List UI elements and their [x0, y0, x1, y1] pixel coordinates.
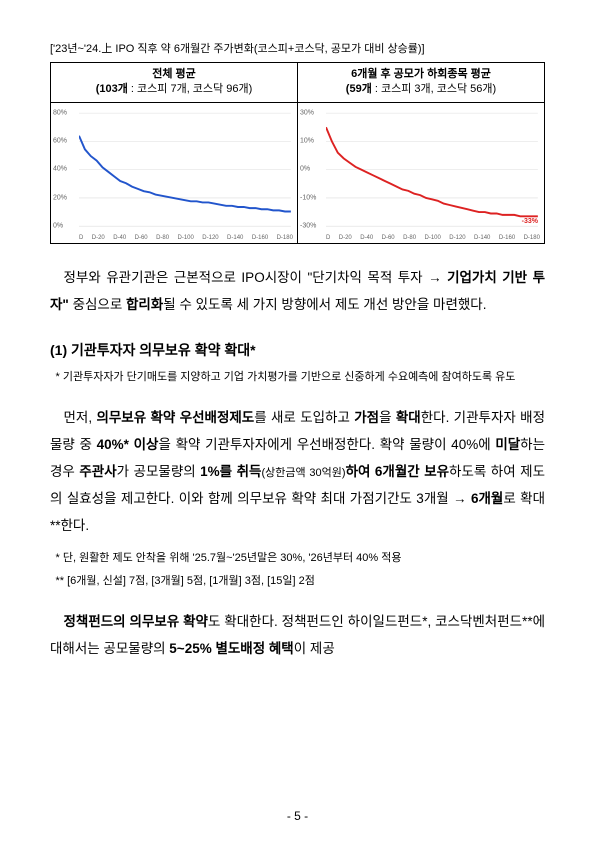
- x-axis-label: D: [326, 235, 330, 241]
- text-span: 을: [379, 410, 396, 425]
- text-span: 될 수 있도록 세 가지 방향에서 제도 개선 방안을 마련했다.: [163, 297, 486, 312]
- footnote-2a: * 단, 원활한 제도 안착을 위해 '25.7월~'25년말은 30%, '2…: [67, 549, 546, 569]
- x-axis-label: D-160: [499, 235, 515, 241]
- x-axis-label: D-180: [524, 235, 540, 241]
- right-chart-count: (59개: [346, 83, 372, 95]
- right-chart-title: 6개월 후 공모가 하회종목 평균: [351, 68, 491, 80]
- right-chart-column: 6개월 후 공모가 하회종목 평균 (59개 : 코스피 3개, 코스닥 56개…: [298, 63, 544, 243]
- text-bold: 1%를 취득: [200, 464, 261, 479]
- x-axis-label: D-20: [339, 235, 352, 241]
- text-span: 가 공모물량의: [117, 464, 201, 479]
- paragraph-2: 먼저, 의무보유 확약 우선배정제도를 새로 도입하고 가점을 확대한다. 기관…: [50, 404, 545, 539]
- y-axis-label: 20%: [53, 194, 67, 201]
- x-axis-label: D-160: [252, 235, 268, 241]
- x-axis-label: D-140: [474, 235, 490, 241]
- chart-section-title: ['23년~'24.上 IPO 직후 약 6개월간 주가변화(코스피+코스닥, …: [50, 40, 545, 56]
- text-bold: 6개월: [471, 491, 503, 506]
- left-chart-header: 전체 평균 (103개 : 코스피 7개, 코스닥 96개): [51, 63, 297, 103]
- y-axis-label: 0%: [300, 166, 310, 173]
- right-chart-detail: : 코스피 3개, 코스닥 56개): [372, 83, 496, 95]
- x-axis-label: D-120: [202, 235, 218, 241]
- page-number: - 5 -: [0, 809, 595, 823]
- left-chart-detail: : 코스피 7개, 코스닥 96개): [128, 83, 252, 95]
- x-axis-label: D-100: [178, 235, 194, 241]
- right-chart-header: 6개월 후 공모가 하회종목 평균 (59개 : 코스피 3개, 코스닥 56개…: [298, 63, 544, 103]
- text-span: 을 확약 기관투자자에게 우선배정한다. 확약 물량이 40%에: [158, 437, 495, 452]
- x-axis-label: D-140: [227, 235, 243, 241]
- right-chart-svg: [326, 111, 540, 239]
- text-bold: 미달: [495, 437, 520, 452]
- text-bold: 합리화: [126, 297, 163, 312]
- text-bold: 정책펀드의 의무보유 확약: [64, 614, 208, 629]
- y-axis-label: -10%: [300, 194, 316, 201]
- text-bold: 40%* 이상: [97, 437, 159, 452]
- text-bold: 주관사: [79, 464, 116, 479]
- left-chart-svg: [79, 111, 293, 239]
- section-1-footnote: * 기관투자자가 단기매도를 지양하고 기업 가치평가를 기반으로 신중하게 수…: [67, 368, 546, 388]
- section-title-text: (1) 기관투자자 의무보유 확약 확대: [50, 342, 250, 358]
- x-axis-label: D-60: [382, 235, 395, 241]
- text-bold: 의무보유 확약 우선배정제도: [96, 410, 254, 425]
- x-axis-label: D-80: [403, 235, 416, 241]
- x-axis-label: D-180: [277, 235, 293, 241]
- left-chart-area: 80% 60% 40% 20% 0% D D-20 D-40 D-60 D-80 D-100 D-1…: [51, 103, 297, 243]
- x-axis-label: D-60: [135, 235, 148, 241]
- x-axis-label: D-20: [92, 235, 105, 241]
- section-title-star: *: [250, 342, 255, 358]
- text-bold: 확대: [396, 410, 421, 425]
- left-chart-column: 전체 평균 (103개 : 코스피 7개, 코스닥 96개) 80% 60% 40%…: [51, 63, 298, 243]
- y-axis-label: 60%: [53, 138, 67, 145]
- left-chart-title: 전체 평균: [152, 68, 196, 80]
- x-axis-label: D-80: [156, 235, 169, 241]
- text-span: 정부와 유관기관은 근본적으로 IPO시장이 "단기차익 목적 투자 →: [64, 270, 448, 285]
- y-axis-label: 10%: [300, 138, 314, 145]
- text-bold: 5~25% 별도배정 혜택: [169, 641, 293, 656]
- footnote-2b: ** [6개월, 신설] 7점, [3개월] 5점, [1개월] 3점, [15…: [67, 572, 546, 592]
- text-span: 중심으로: [69, 297, 126, 312]
- right-chart-end-label: -33%: [522, 218, 538, 225]
- text-bold: 가점: [354, 410, 379, 425]
- x-axis-label: D-40: [360, 235, 373, 241]
- x-axis-label: D-120: [449, 235, 465, 241]
- paragraph-1: 정부와 유관기관은 근본적으로 IPO시장이 "단기차익 목적 투자 → 기업가…: [50, 264, 545, 318]
- y-axis-label: 0%: [53, 222, 63, 229]
- y-axis-label: 30%: [300, 109, 314, 116]
- x-axis-label: D-40: [113, 235, 126, 241]
- y-axis-label: 40%: [53, 166, 67, 173]
- y-axis-label: 80%: [53, 109, 67, 116]
- text-span: 이 제공: [294, 641, 335, 656]
- right-x-axis-labels: D D-20 D-40 D-60 D-80 D-100 D-120 D-140 D-160 D-1…: [326, 235, 540, 241]
- charts-container: 전체 평균 (103개 : 코스피 7개, 코스닥 96개) 80% 60% 40%…: [50, 62, 545, 244]
- y-axis-label: -30%: [300, 222, 316, 229]
- section-1-heading: (1) 기관투자자 의무보유 확약 확대*: [50, 340, 545, 360]
- right-chart-area: 30%10%0%-10%-30% DD-20D-40D-60D-80D-100D…: [298, 103, 544, 243]
- text-small: (상한금액 30억원): [261, 467, 345, 479]
- left-chart-count: (103개: [96, 83, 128, 95]
- x-axis-label: D-100: [425, 235, 441, 241]
- text-bold: 하여 6개월간 보유: [346, 464, 449, 479]
- text-span: 먼저,: [64, 410, 97, 425]
- x-axis-label: D: [79, 235, 83, 241]
- text-span: 를 새로 도입하고: [254, 410, 354, 425]
- paragraph-3: 정책펀드의 의무보유 확약도 확대한다. 정책펀드인 하이일드펀드*, 코스닥벤…: [50, 608, 545, 662]
- left-x-axis-labels: D D-20 D-40 D-60 D-80 D-100 D-120 D-140 D-160 D-1…: [79, 235, 293, 241]
